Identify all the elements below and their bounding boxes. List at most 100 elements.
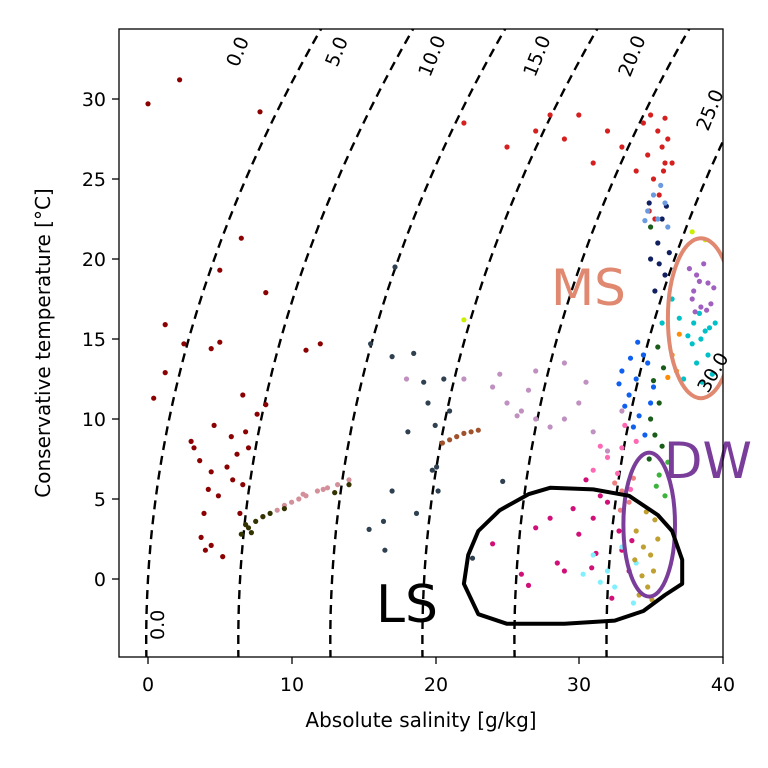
isopycnal-label-bottom: 0.0 [147, 610, 169, 640]
data-point-dark-red [177, 77, 183, 83]
data-point-blue [619, 368, 625, 374]
data-point-blue [627, 355, 634, 361]
data-point-dark-green [655, 344, 661, 350]
data-point-blue [640, 352, 647, 358]
x-tick-label: 0 [142, 674, 154, 696]
data-point-dark-green [646, 456, 652, 462]
data-point-cyan-light [612, 584, 618, 590]
data-point-navy [652, 288, 658, 294]
data-point-red-warm [656, 192, 662, 198]
data-point-lilac [583, 379, 589, 385]
annotation-dw: DW [664, 432, 752, 490]
data-point-magenta [554, 560, 560, 566]
data-point-slate [421, 379, 427, 385]
data-point-blue [633, 376, 639, 382]
data-point-lilac [504, 400, 510, 406]
isopycnal-line-5 [237, 29, 415, 657]
data-point-pink [615, 470, 621, 476]
data-point-purple [689, 296, 695, 302]
data-point-olive-gold [632, 557, 638, 563]
y-tick-label: 5 [94, 489, 106, 511]
data-point-slate [405, 429, 411, 435]
data-point-pink [597, 443, 603, 449]
data-point-red-warm [665, 136, 671, 142]
data-point-dark-red [230, 477, 236, 483]
data-point-lime [662, 493, 668, 499]
data-point-pink [590, 467, 596, 473]
data-point-dark-red [208, 542, 214, 549]
data-point-dark-green [648, 224, 654, 230]
x-tick-label: 30 [567, 674, 591, 696]
data-point-pink [604, 454, 611, 460]
data-point-dark-green [660, 365, 667, 371]
data-point-purple [698, 304, 704, 310]
data-point-olive-gold [640, 544, 647, 550]
data-point-dark-green [648, 416, 654, 422]
data-point-pink-line [274, 507, 280, 513]
x-tick-label: 10 [280, 674, 304, 696]
data-point-slate [413, 510, 420, 516]
data-point-dark-red [263, 290, 269, 296]
data-point-magenta [570, 506, 576, 512]
data-point-blue [622, 403, 628, 409]
data-point-yellow-green [461, 317, 467, 323]
data-point-magenta [597, 493, 603, 499]
data-point-dark-red [217, 339, 223, 345]
data-point-dark-red [303, 347, 309, 353]
data-point-dark-olive [253, 518, 259, 525]
data-point-brown-line [447, 437, 453, 443]
data-point-orange [665, 374, 671, 380]
x-axis-label: Absolute salinity [g/kg] [305, 708, 536, 732]
data-point-cyan-light [597, 579, 603, 585]
data-point-red-warm [461, 120, 467, 126]
data-point-slate [429, 467, 435, 473]
data-point-yellow-green [689, 229, 695, 235]
data-point-cyan [705, 352, 711, 358]
data-point-navy [656, 261, 662, 267]
data-point-blue [642, 432, 648, 438]
data-point-blue [630, 424, 637, 430]
data-point-red-warm [659, 144, 665, 150]
data-point-lime [653, 483, 659, 489]
data-point-cyan [709, 371, 715, 377]
data-point-navy [662, 272, 668, 278]
y-axis: 0 5 10 15 20 25 30 [82, 89, 119, 591]
data-point-sky-blue [645, 208, 651, 214]
data-point-dark-red [240, 392, 246, 398]
data-point-dark-red [238, 235, 244, 241]
data-point-pink-line [335, 482, 341, 488]
data-point-lilac [461, 376, 467, 382]
data-point-brown-line [461, 430, 467, 436]
data-point-slate [380, 518, 387, 525]
data-point-olive-gold [633, 528, 639, 534]
data-point-olive-gold [655, 536, 661, 542]
data-point-lime [656, 472, 662, 478]
data-point-cyan [676, 315, 682, 321]
y-tick-label: 15 [82, 329, 106, 351]
data-point-blue [645, 360, 651, 366]
data-point-lilac [514, 413, 520, 419]
data-point-pink-line [320, 486, 326, 492]
data-point-dark-red [151, 395, 157, 401]
data-point-magenta [604, 499, 611, 505]
data-point-pink-line [289, 499, 295, 505]
data-point-red-warm [669, 160, 675, 166]
data-point-slate [469, 555, 476, 561]
data-point-purple [705, 280, 711, 286]
isopycnal-line-25 [605, 138, 723, 657]
isopycnal-line-15 [421, 29, 599, 657]
x-tick-label: 40 [711, 674, 735, 696]
data-point-purple [711, 285, 717, 291]
data-point-navy [648, 256, 654, 262]
data-point-dark-red [228, 434, 234, 440]
data-point-blue [650, 384, 657, 390]
data-point-dark-red [234, 451, 240, 457]
data-point-lilac [561, 416, 568, 422]
isopycnal-lines [144, 29, 723, 657]
data-point-olive-gold [650, 568, 657, 574]
data-point-olive-gold [639, 573, 645, 579]
data-point-dark-red [162, 370, 168, 376]
data-point-lime [665, 459, 671, 465]
data-point-brown-line [475, 427, 481, 433]
